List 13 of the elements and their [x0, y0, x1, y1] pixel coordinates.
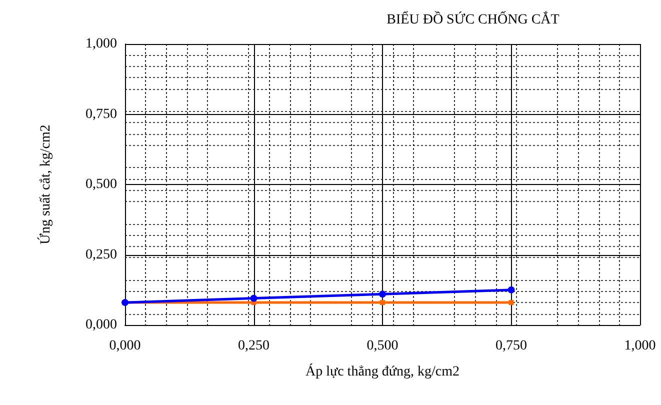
x-axis-title: Áp lực thẳng đứng, kg/cm2 — [306, 362, 460, 380]
y-tick-label: 0,000 — [86, 318, 117, 332]
x-tick-label: 0,000 — [109, 338, 141, 354]
y-tick-label: 1,000 — [86, 36, 117, 52]
x-tick-label: 0,250 — [238, 338, 270, 354]
x-tick-label: 0,500 — [366, 338, 398, 354]
x-tick-label: 0,750 — [496, 338, 527, 354]
y-tick-label: 0,500 — [86, 177, 117, 192]
y-tick-label: 0,250 — [86, 247, 117, 262]
x-tick-label: 1,000 — [624, 338, 656, 354]
y-axis-title: Ứng suất cắt, kg/cm2 — [36, 124, 54, 244]
chart-title: BIỂU ĐỒ SỨC CHỐNG CẮT — [386, 10, 560, 28]
y-tick-label: 0,750 — [86, 106, 117, 122]
